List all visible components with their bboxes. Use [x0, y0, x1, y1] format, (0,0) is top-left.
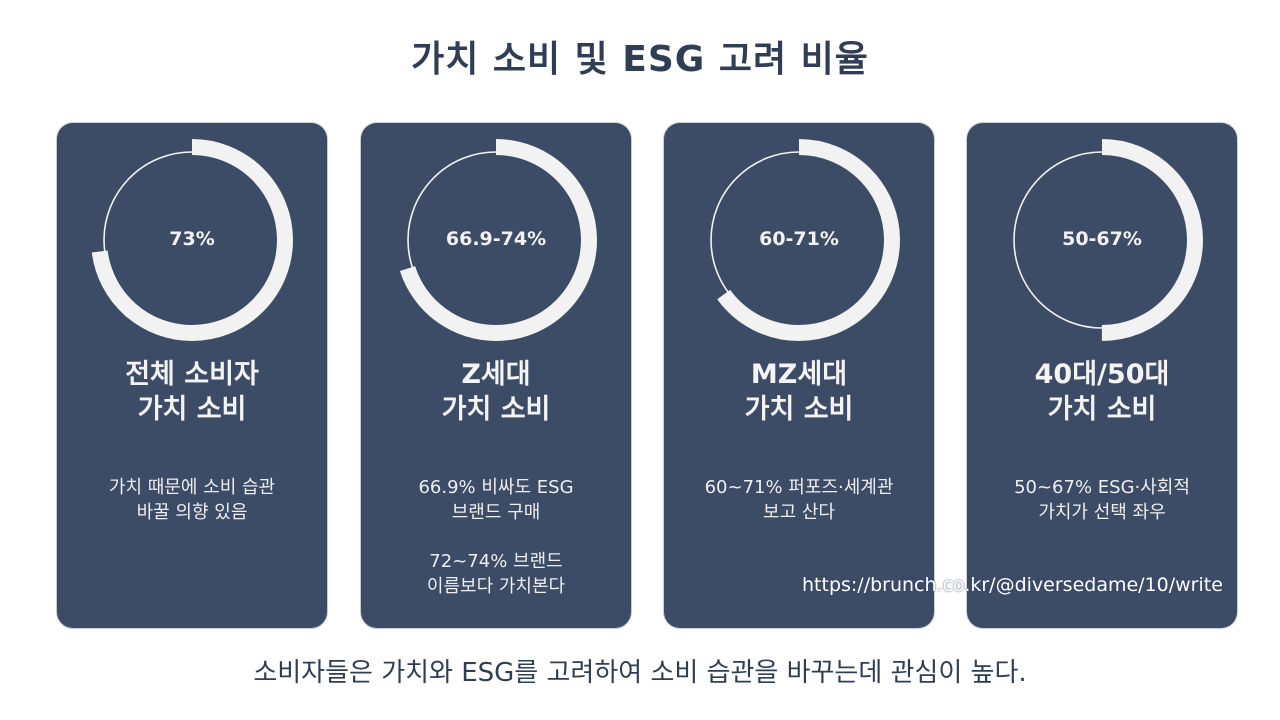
donut-value-arc [91, 139, 293, 341]
page-title: 가치 소비 및 ESG 고려 비율 [411, 39, 869, 80]
ring-value: 60-71% [759, 228, 839, 250]
ring-value: 73% [169, 228, 215, 250]
donut-ring [698, 139, 900, 341]
card-description: 60~71% 퍼포즈·세계관 보고 산다 [674, 475, 924, 525]
card-title: 40대/50대 가치 소비 [967, 357, 1237, 427]
description-line: 가치가 선택 좌우 [1038, 502, 1166, 523]
footer-caption: 소비자들은 가치와 ESG를 고려하여 소비 습관을 바꾸는데 관심이 높다. [253, 658, 1027, 688]
donut-ring [395, 139, 597, 341]
card-description: 66.9% 비싸도 ESG 브랜드 구매 [371, 475, 621, 525]
donut-ring [1001, 139, 1203, 341]
stat-card-4: 50-67% 40대/50대 가치 소비 50~67% ESG·사회적 가치가 … [967, 123, 1237, 628]
watermark-url: https://brunch.co.kr/@diversedame/10/wri… [802, 574, 1223, 596]
ring-value: 66.9-74% [445, 228, 547, 250]
description-line: 바꿀 의향 있음 [136, 502, 248, 523]
card-title-line: MZ세대 [750, 359, 848, 390]
donut-value-arc [1001, 139, 1203, 341]
description-line: 가치 때문에 소비 습관 [108, 477, 276, 498]
card-description: 72~74% 브랜드 이름보다 가치본다 [371, 549, 621, 599]
card-title-line: 40대/50대 [1034, 359, 1170, 390]
description-line: 50~67% ESG·사회적 [1014, 477, 1190, 498]
card-title-line: 가치 소비 [744, 394, 854, 425]
card-title-line: 전체 소비자 [125, 359, 259, 390]
description-line: 72~74% 브랜드 [429, 551, 563, 572]
donut-ring [91, 139, 293, 341]
card-description: 가치 때문에 소비 습관 바꿀 의향 있음 [67, 475, 317, 525]
description-line: 66.9% 비싸도 ESG [418, 477, 574, 498]
card-title-line: 가치 소비 [137, 394, 247, 425]
description-line: 60~71% 퍼포즈·세계관 [704, 477, 894, 498]
card-title-line: Z세대 [461, 359, 531, 390]
card-title-line: 가치 소비 [441, 394, 551, 425]
card-title: MZ세대 가치 소비 [664, 357, 934, 427]
ring-value: 50-67% [1062, 228, 1142, 250]
stat-card-3: 60-71% MZ세대 가치 소비 60~71% 퍼포즈·세계관 보고 산다 [664, 123, 934, 628]
card-title: Z세대 가치 소비 [361, 357, 631, 427]
stat-card-1: 73% 전체 소비자 가치 소비 가치 때문에 소비 습관 바꿀 의향 있음 [57, 123, 327, 628]
donut-value-arc [395, 139, 597, 341]
card-description: 50~67% ESG·사회적 가치가 선택 좌우 [977, 475, 1227, 525]
card-title: 전체 소비자 가치 소비 [57, 357, 327, 427]
card-title-line: 가치 소비 [1047, 394, 1157, 425]
donut-value-arc [698, 139, 900, 341]
description-line: 브랜드 구매 [451, 502, 541, 523]
stat-card-2: 66.9-74% Z세대 가치 소비 66.9% 비싸도 ESG 브랜드 구매 … [361, 123, 631, 628]
description-line: 보고 산다 [763, 502, 835, 523]
description-line: 이름보다 가치본다 [426, 576, 566, 597]
